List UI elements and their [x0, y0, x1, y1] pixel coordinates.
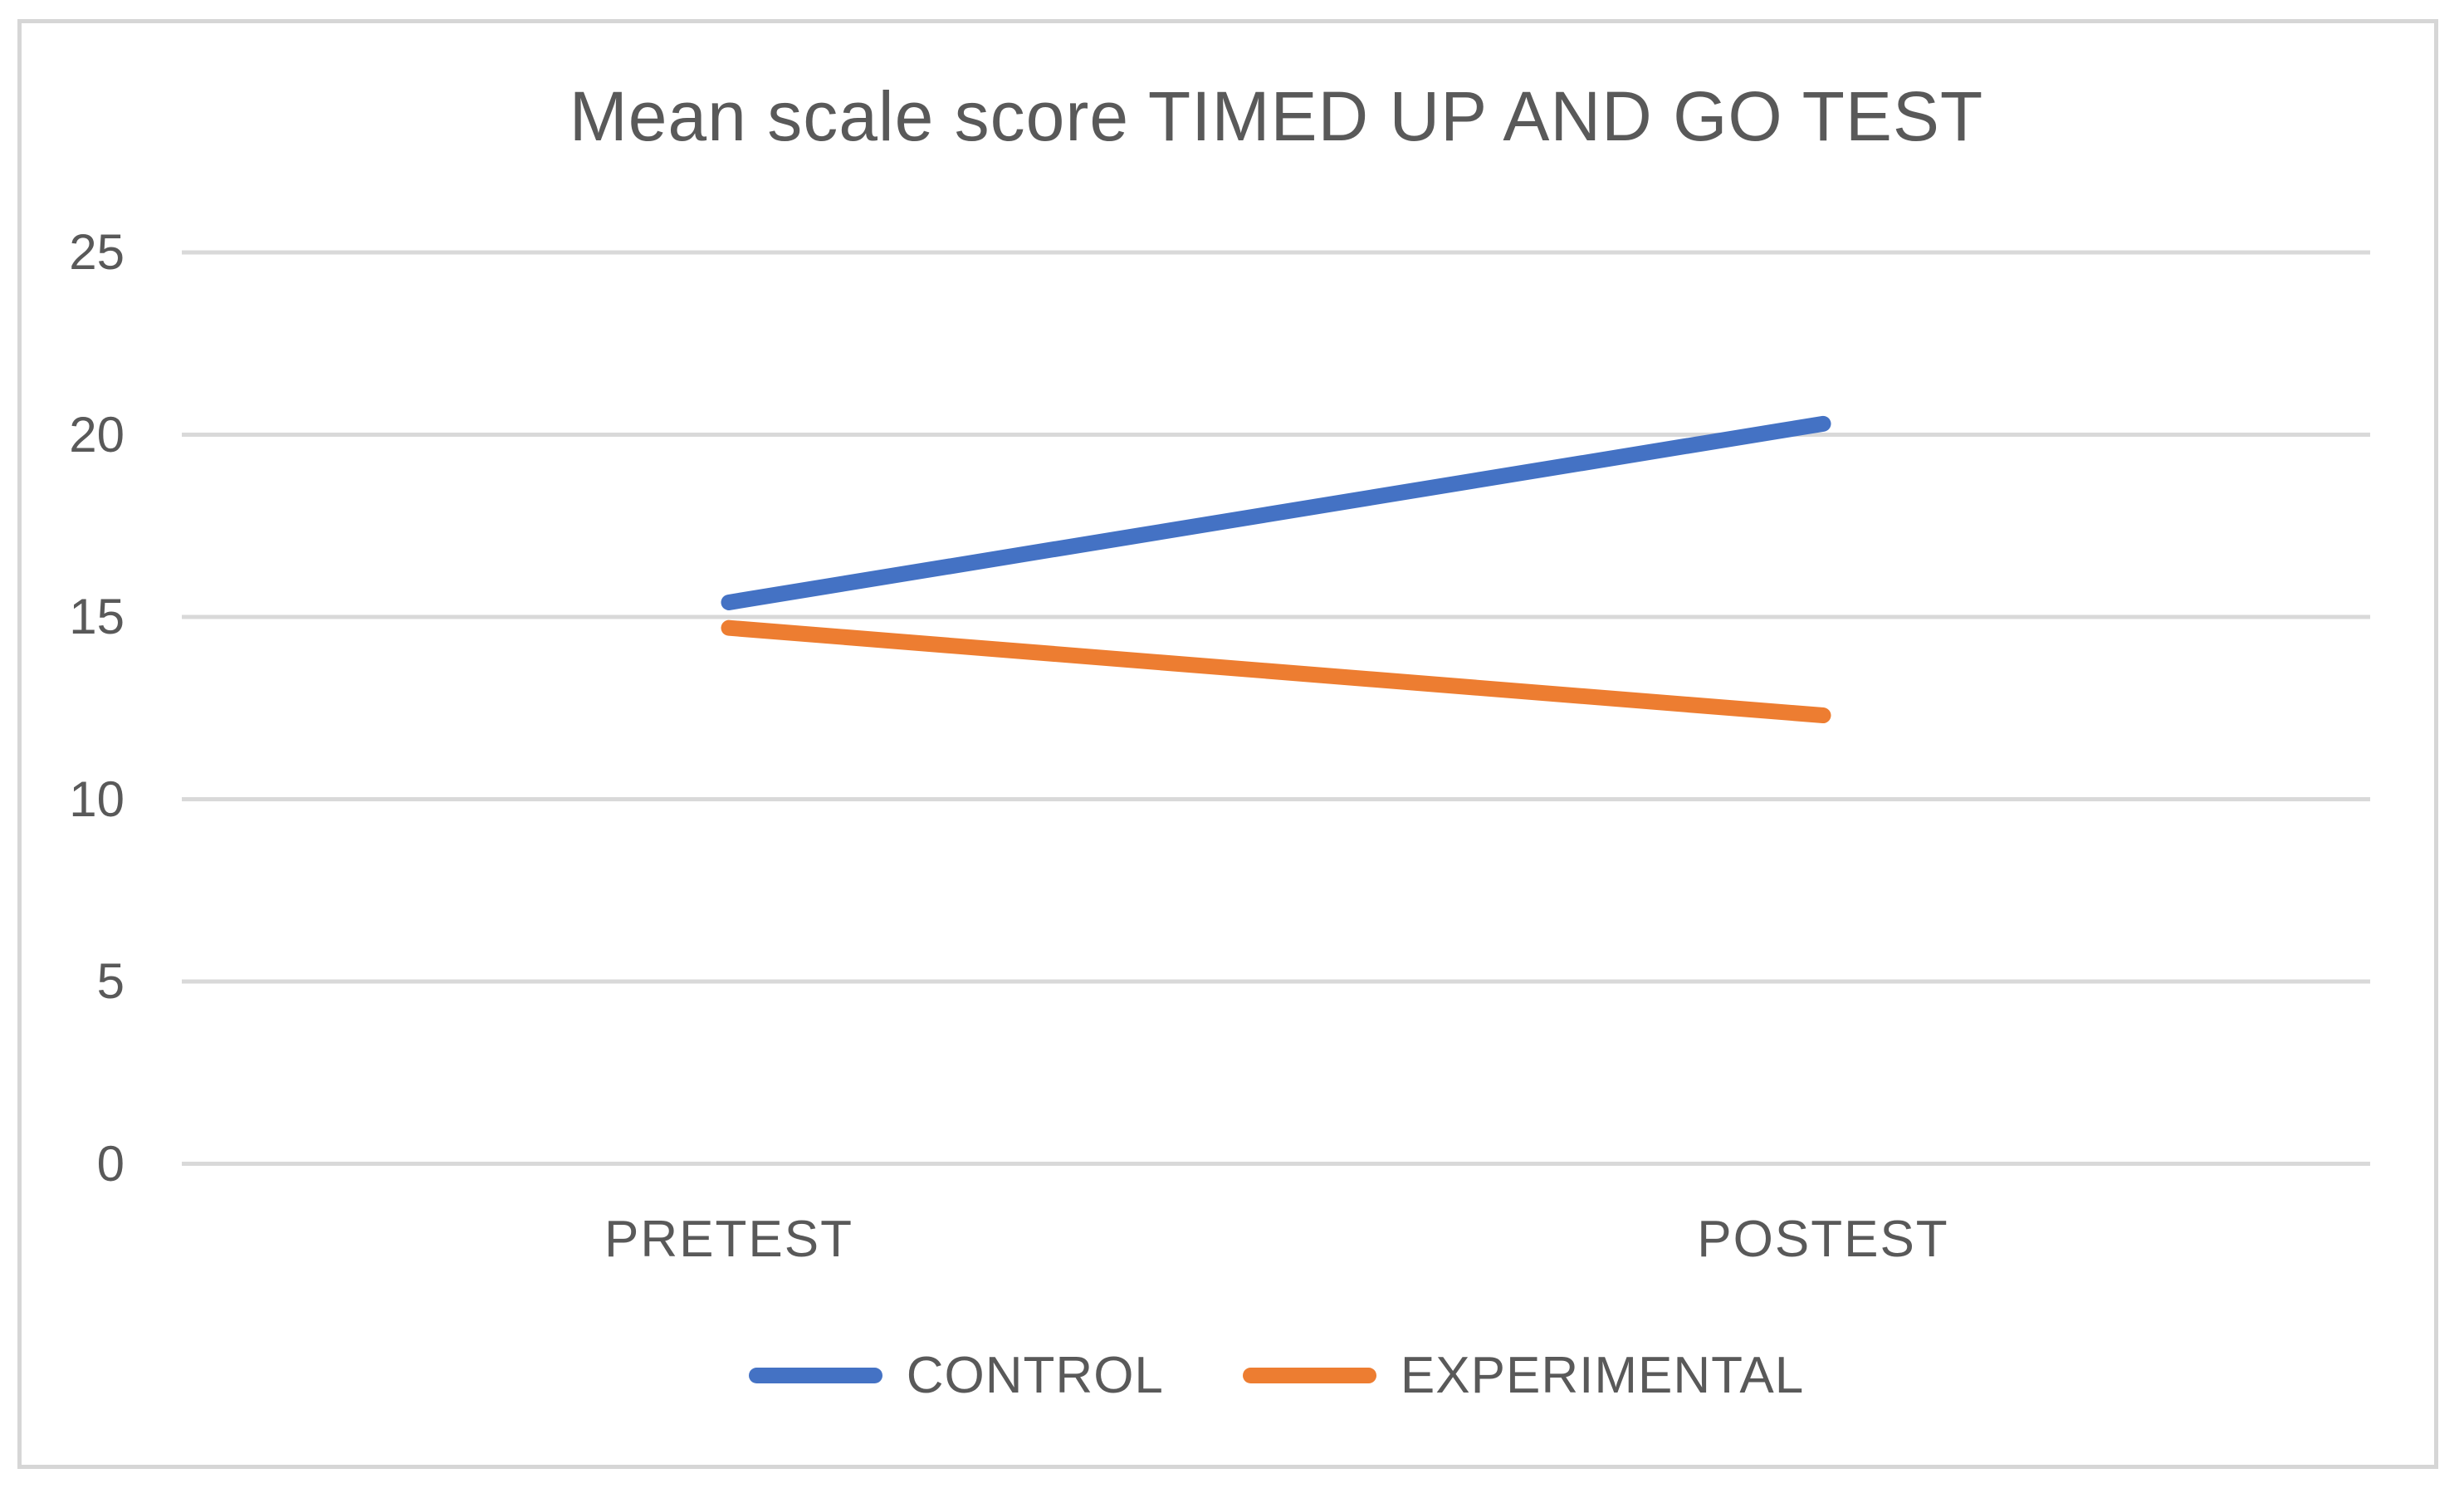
figure-border [17, 19, 2438, 1469]
legend-swatch-icon [1242, 1367, 1376, 1383]
y-axis-tick-label: 10 [69, 771, 125, 827]
legend-swatch-icon [748, 1367, 882, 1383]
y-axis-tick-label: 20 [69, 406, 125, 463]
control-series-line [721, 415, 1831, 610]
y-axis-tick-label: 15 [69, 589, 125, 644]
y-axis-tick-label: 25 [69, 224, 125, 280]
x-axis-category-label: PRETEST [604, 1211, 853, 1268]
legend-label: EXPERIMENTAL [1400, 1346, 1805, 1404]
legend: CONTROL EXPERIMENTAL [183, 1335, 2370, 1415]
y-axis-tick-label: 5 [96, 953, 125, 1009]
experimental-series-line [721, 619, 1831, 724]
legend-item-control: CONTROL [748, 1346, 1164, 1405]
legend-item-experimental: EXPERIMENTAL [1242, 1346, 1805, 1405]
y-axis-tick-label: 0 [96, 1135, 125, 1192]
x-axis-category-label: POSTEST [1697, 1211, 1949, 1268]
chart-title: Mean scale score TIMED UP AND GO TEST [569, 77, 1984, 155]
legend-label: CONTROL [906, 1346, 1164, 1404]
